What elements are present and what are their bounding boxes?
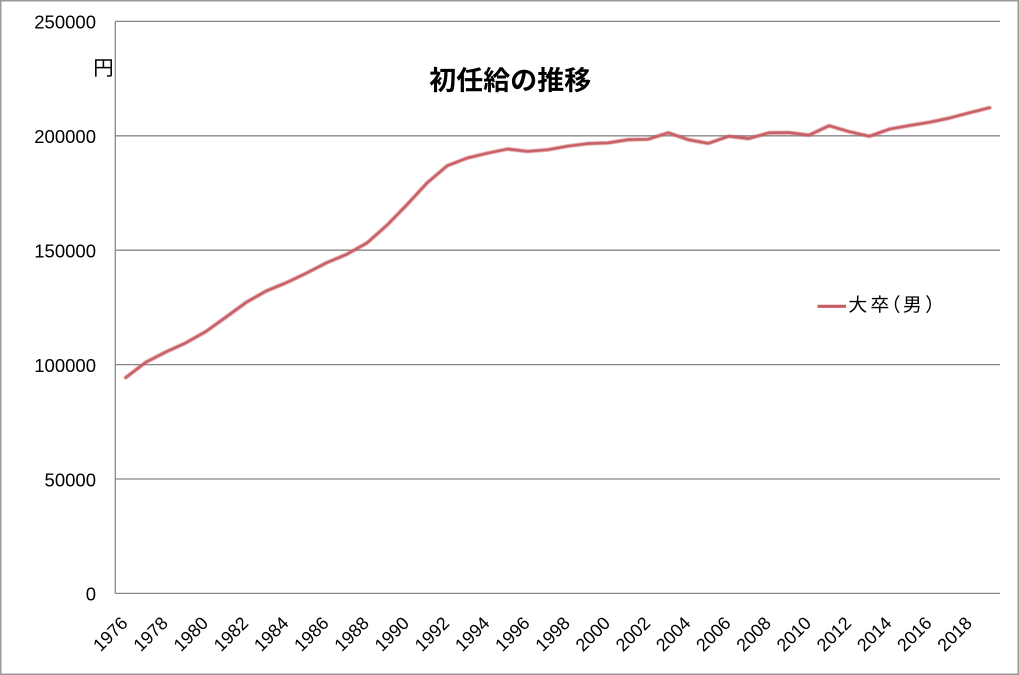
svg-text:150000: 150000 (34, 241, 96, 262)
svg-text:100000: 100000 (34, 355, 96, 376)
svg-text:0: 0 (86, 584, 96, 605)
svg-text:50000: 50000 (45, 469, 96, 490)
svg-text:200000: 200000 (34, 126, 96, 147)
svg-text:250000: 250000 (34, 12, 96, 33)
